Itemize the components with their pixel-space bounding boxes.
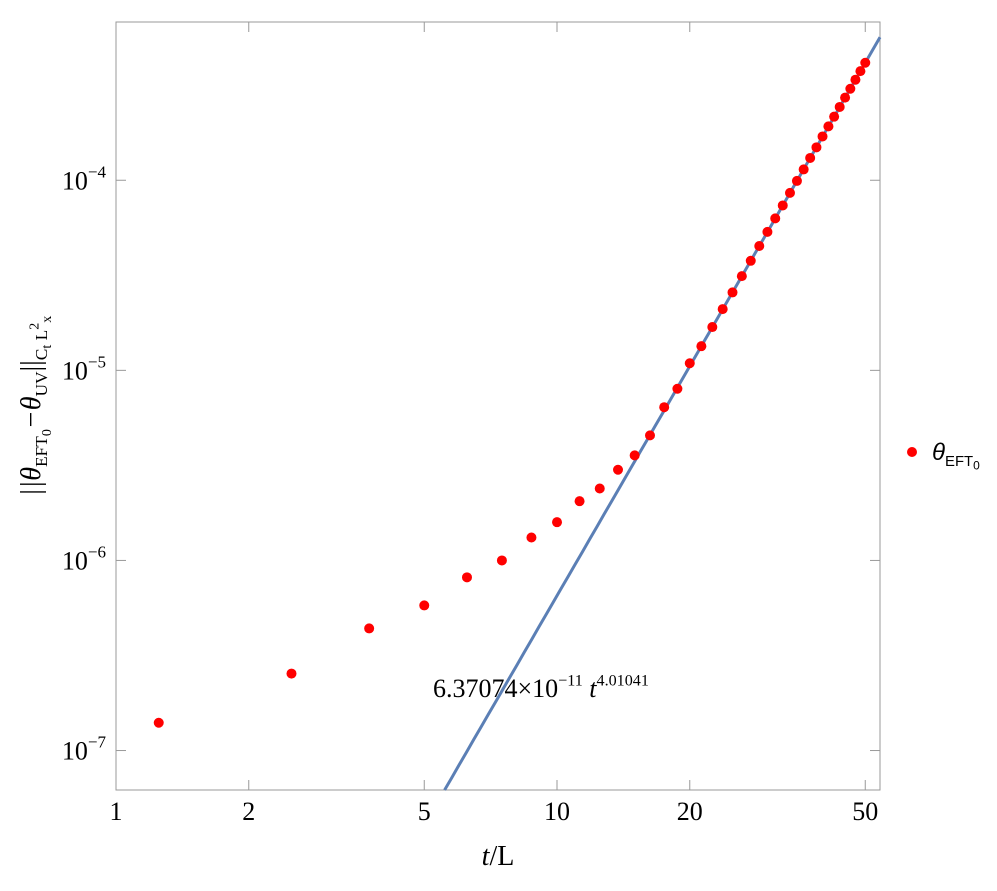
data-point <box>696 341 707 352</box>
x-tick-label: 10 <box>544 797 570 826</box>
y-tick-label: 10−6 <box>62 542 106 575</box>
data-point <box>762 226 773 237</box>
legend-label: θEFT0 <box>932 439 980 473</box>
data-point <box>798 164 809 175</box>
text-part: 4.01041 <box>597 672 649 689</box>
data-point <box>672 383 683 394</box>
data-point <box>834 101 845 112</box>
data-point <box>594 483 605 494</box>
data-point <box>461 572 472 583</box>
data-point <box>286 668 297 679</box>
text-part: t <box>40 345 55 349</box>
data-point <box>784 187 795 198</box>
text-part: EFT <box>32 436 51 467</box>
data-point <box>419 600 430 611</box>
text-part: 0 <box>40 429 55 436</box>
text-part: /L <box>489 841 514 872</box>
data-point <box>855 66 866 77</box>
text-part: ||θ <box>16 467 47 496</box>
data-point <box>745 255 756 266</box>
y-tick-label: 10−4 <box>62 162 107 195</box>
text-part: θ <box>932 439 945 466</box>
data-point <box>860 57 871 68</box>
data-point <box>153 717 164 728</box>
data-point <box>817 131 828 142</box>
data-point <box>791 175 802 186</box>
data-point <box>727 287 738 298</box>
x-tick-label: 1 <box>110 797 123 826</box>
data-point <box>840 92 851 103</box>
text-part: x <box>40 316 55 323</box>
data-point <box>526 532 537 543</box>
data-point <box>613 464 624 475</box>
y-axis-label: ||θEFT0−θUV||Ct L2x <box>16 316 55 496</box>
x-tick-label: 50 <box>852 797 878 826</box>
text-part: 0 <box>973 459 980 473</box>
text-part: UV <box>32 371 51 397</box>
data-point <box>754 240 765 251</box>
x-tick-label: 20 <box>677 797 703 826</box>
text-part: || <box>16 360 47 371</box>
text-part: t <box>482 841 491 872</box>
data-point <box>829 111 840 122</box>
data-point <box>736 271 747 282</box>
legend-marker <box>907 447 917 457</box>
data-point <box>707 322 718 333</box>
data-point <box>629 450 640 461</box>
data-point <box>684 358 695 369</box>
x-tick-label: 2 <box>242 797 255 826</box>
x-tick-label: 5 <box>418 797 431 826</box>
text-part: L <box>32 330 51 345</box>
data-point <box>850 74 861 85</box>
data-point <box>805 152 816 163</box>
text-part: EFT <box>945 454 973 470</box>
data-point <box>364 623 375 634</box>
fit-line <box>443 36 882 791</box>
data-point <box>659 402 670 413</box>
text-part: 6.37074×10 <box>433 674 558 703</box>
text-part: C <box>32 349 51 361</box>
data-point <box>717 304 728 315</box>
data-point <box>823 121 834 132</box>
data-point <box>552 517 563 528</box>
data-point <box>574 496 585 507</box>
data-point <box>770 213 781 224</box>
data-point <box>811 142 822 153</box>
text-part: t <box>583 674 598 703</box>
data-point <box>777 200 788 211</box>
text-part: −11 <box>558 672 583 689</box>
text-part: 2 <box>28 323 43 330</box>
y-tick-label: 10−7 <box>62 733 107 766</box>
fit-label: 6.37074×10−11 t4.01041 <box>433 672 649 703</box>
data-point <box>845 83 856 94</box>
data-point <box>496 555 507 566</box>
y-tick-label: 10−5 <box>62 352 106 385</box>
text-part: −θ <box>16 396 47 429</box>
data-point <box>644 430 655 441</box>
plot-frame <box>115 21 881 791</box>
x-axis-label: t/L <box>482 841 515 872</box>
